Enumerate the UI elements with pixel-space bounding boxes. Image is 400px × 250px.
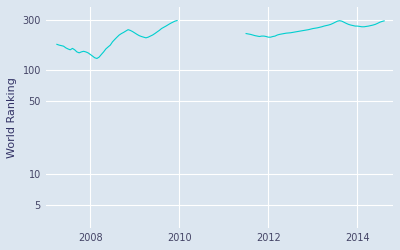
Y-axis label: World Ranking: World Ranking: [7, 77, 17, 158]
